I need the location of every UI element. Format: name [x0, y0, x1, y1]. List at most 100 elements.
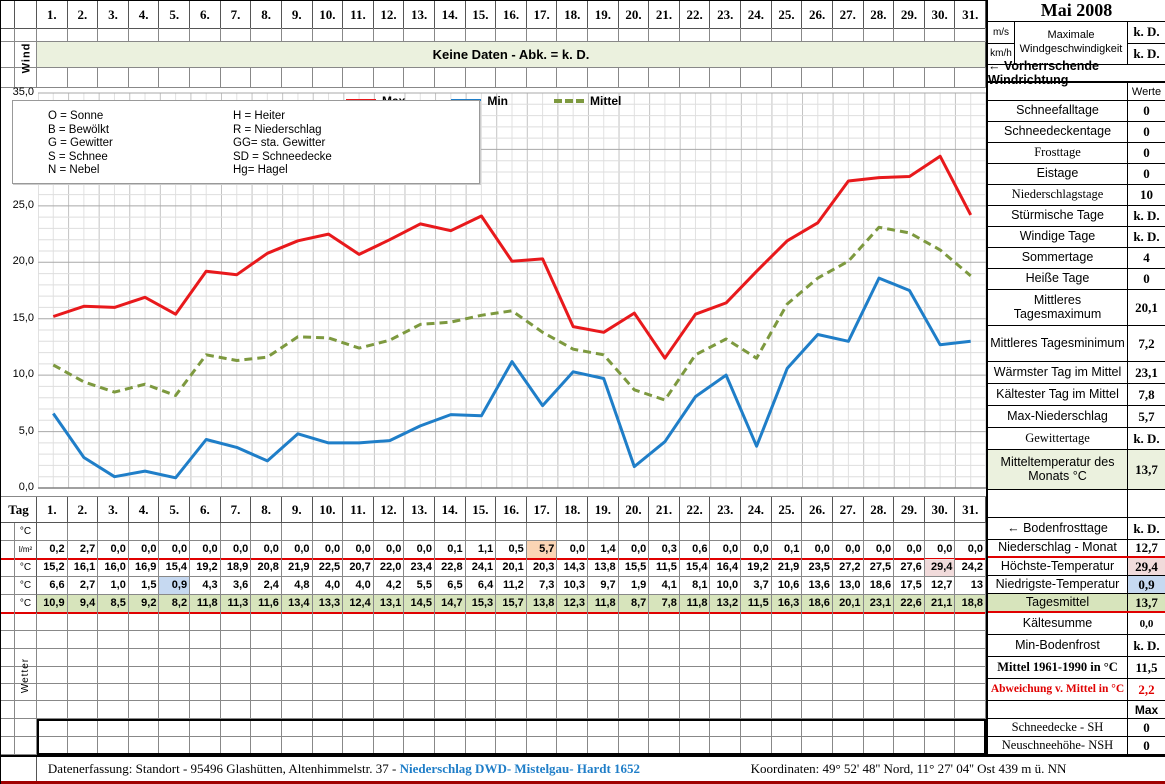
summary-row: Schneefalltage 0: [988, 101, 1165, 122]
value-cell: [802, 523, 833, 541]
empty-cell: [924, 684, 956, 701]
empty-cell: [37, 28, 68, 42]
empty-cell: [679, 667, 711, 684]
summary-row: Mittleres Tagesminimum 7,2: [988, 326, 1165, 362]
empty-cell: [251, 719, 282, 737]
value-cell: 0,0: [618, 541, 650, 560]
station-info-text: Datenerfassung: Standort - 95496 Glashüt…: [47, 761, 400, 776]
tag-day-cell: 24.: [741, 497, 772, 523]
weather-abbrev-entry: GG= sta. Gewitter: [233, 137, 326, 150]
empty-cell: [802, 613, 833, 631]
value-cell: 0,0: [190, 541, 221, 560]
empty-cell: [618, 737, 650, 755]
row-spacer-cell: [1, 523, 15, 541]
empty-cell: [15, 631, 37, 649]
value-cell: 4,8: [281, 577, 313, 595]
empty-cell: [343, 68, 374, 88]
dwd-station-link[interactable]: Niederschlag DWD- Mistelgau- Hardt 1652: [399, 761, 641, 776]
empty-cell: [159, 737, 191, 755]
day-header-cell: 4.: [128, 1, 160, 29]
value-cell: [465, 523, 497, 541]
day-header-cell: 1.: [37, 1, 68, 29]
value-cell: 12,7: [924, 577, 956, 595]
empty-cell: [159, 649, 191, 667]
value-cell: [557, 523, 589, 541]
empty-cell: [741, 613, 772, 631]
tag-day-cell: 9.: [281, 497, 313, 523]
empty-cell: [373, 701, 405, 719]
day-header-cell: 29.: [894, 1, 925, 29]
value-cell: 20,7: [343, 559, 374, 577]
tag-header-row: Tag 1. 2. 3. 4. 5. 6. 7. 8. 9. 10. 11. 12. 13. 14. 15. 1…: [1, 497, 986, 523]
summary-row-label: Abweichung v. Mittel in °C: [988, 679, 1128, 700]
empty-cell: [496, 719, 527, 737]
empty-cell: [741, 737, 772, 755]
empty-cell: [434, 701, 466, 719]
value-cell: [159, 523, 191, 541]
day-header-cell: 23.: [710, 1, 742, 29]
value-cell: 0,1: [771, 541, 803, 560]
tag-day-cell: 21.: [649, 497, 680, 523]
tag-day-cell: 7.: [220, 497, 252, 523]
value-cell: 0,0: [894, 541, 925, 560]
empty-cell: [496, 613, 527, 631]
empty-cell: [955, 701, 986, 719]
value-cell: 1,9: [618, 577, 650, 595]
empty-cell: [710, 28, 742, 42]
empty-cell: [618, 613, 650, 631]
y-axis-tick: 35,0: [12, 86, 34, 98]
empty-cell: [251, 667, 282, 684]
tag-day-cell: 22.: [679, 497, 711, 523]
empty-cell: [649, 68, 680, 88]
empty-cell: [281, 631, 313, 649]
day-header-cell: 3.: [98, 1, 129, 29]
value-cell: [710, 523, 742, 541]
table-row: °C 15,2 16,1 16,0 16,9 15,4 19,2 18,9 20,8 21,9 22…: [1, 559, 986, 577]
empty-cell: [67, 701, 99, 719]
empty-cell: [67, 613, 99, 631]
tag-day-cell: 18.: [557, 497, 589, 523]
footer-bar: Datenerfassung: Standort - 95496 Glashüt…: [1, 755, 1165, 784]
value-cell: 18,9: [220, 559, 252, 577]
value-cell: [373, 523, 405, 541]
summary-row-label: Wärmster Tag im Mittel: [988, 362, 1128, 383]
wind-empty-row: [1, 28, 986, 42]
summary-row-value: k. D.: [1133, 430, 1160, 446]
summary-row-label: Mittel 1961-1990 in °C: [988, 657, 1128, 678]
empty-cell: [128, 613, 160, 631]
value-cell: 16,0: [98, 559, 129, 577]
row-spacer-cell: [1, 595, 15, 614]
empty-cell: [220, 613, 252, 631]
empty-cell: [679, 28, 711, 42]
value-cell: 1,5: [128, 577, 160, 595]
empty-cell: [863, 667, 895, 684]
wetter-row: [1, 649, 986, 667]
row-spacer-cell: [1, 559, 15, 577]
coordinates-text: Koordinaten: 49° 52' 48'' Nord, 11° 27' …: [750, 761, 1067, 776]
row-unit-label: °C: [15, 577, 37, 595]
summary-row: Max-Niederschlag 5,7: [988, 406, 1165, 428]
value-cell: 16,3: [771, 595, 803, 614]
summary-row-value: 0: [1143, 124, 1150, 139]
max-wind-kmh-value: k. D.: [1133, 45, 1160, 61]
tag-day-cell: 17.: [526, 497, 558, 523]
empty-cell: [343, 613, 374, 631]
summary-row-label: [988, 490, 1128, 517]
summary-row-label: Niederschlagstage: [988, 185, 1128, 205]
value-cell: 18,6: [802, 595, 833, 614]
value-cell: 15,5: [618, 559, 650, 577]
empty-cell: [588, 701, 619, 719]
day-header-cell: 11.: [343, 1, 374, 29]
empty-cell: [37, 719, 68, 737]
empty-cell: [98, 631, 129, 649]
value-cell: 13,0: [832, 577, 864, 595]
empty-cell: [679, 649, 711, 667]
day-header-cell: 14.: [434, 1, 466, 29]
weather-abbrev-entry: SD = Schneedecke: [233, 150, 332, 163]
wind-empty-row-2: [1, 68, 986, 88]
tag-day-cell: 26.: [802, 497, 833, 523]
value-cell: [649, 523, 680, 541]
empty-cell: [588, 737, 619, 755]
summary-row-label: ← Bodenfrosttage: [988, 518, 1128, 539]
value-cell: 0,0: [832, 541, 864, 560]
